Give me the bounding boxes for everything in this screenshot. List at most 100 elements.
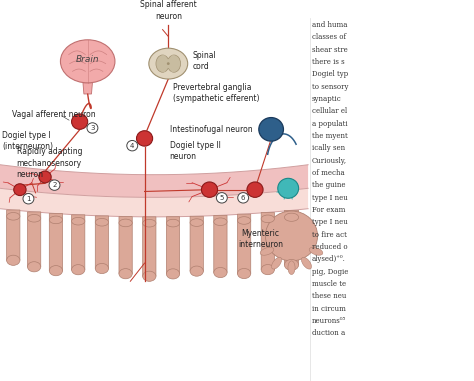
- Ellipse shape: [214, 267, 227, 278]
- Text: alysed)⁺⁰.: alysed)⁺⁰.: [312, 255, 346, 263]
- Text: these neu: these neu: [312, 292, 346, 300]
- Ellipse shape: [95, 263, 109, 274]
- Text: neurons⁰⁵: neurons⁰⁵: [312, 317, 346, 325]
- Ellipse shape: [119, 269, 132, 279]
- Circle shape: [278, 178, 299, 198]
- Circle shape: [265, 211, 318, 261]
- Text: of mecha: of mecha: [312, 169, 345, 177]
- Ellipse shape: [237, 269, 251, 279]
- Ellipse shape: [214, 218, 227, 226]
- Ellipse shape: [158, 65, 165, 72]
- Ellipse shape: [190, 266, 203, 276]
- FancyBboxPatch shape: [27, 212, 41, 267]
- Text: Myenteric
interneuron: Myenteric interneuron: [238, 229, 283, 249]
- Ellipse shape: [301, 257, 311, 269]
- Text: 5: 5: [219, 195, 224, 201]
- Text: Spinal afferent
neuron: Spinal afferent neuron: [140, 0, 197, 21]
- Ellipse shape: [260, 247, 274, 255]
- Ellipse shape: [284, 213, 299, 221]
- Text: Rapidly adapting
mechanosensory
neuron: Rapidly adapting mechanosensory neuron: [17, 147, 82, 179]
- Text: Dogiel type I
(interneuron): Dogiel type I (interneuron): [2, 131, 54, 151]
- Text: 6: 6: [241, 195, 246, 201]
- Ellipse shape: [166, 269, 180, 279]
- Circle shape: [259, 118, 283, 141]
- Circle shape: [127, 141, 137, 151]
- FancyBboxPatch shape: [72, 215, 85, 270]
- Ellipse shape: [166, 219, 180, 227]
- FancyBboxPatch shape: [190, 216, 203, 271]
- Ellipse shape: [288, 261, 295, 274]
- Text: shear stre: shear stre: [312, 46, 347, 54]
- Text: ically sen: ically sen: [312, 144, 345, 152]
- Circle shape: [167, 62, 170, 65]
- Text: Curiously,: Curiously,: [312, 157, 347, 165]
- Text: the guine: the guine: [312, 181, 346, 189]
- Text: Brain: Brain: [76, 54, 100, 64]
- FancyBboxPatch shape: [166, 217, 180, 274]
- Ellipse shape: [7, 255, 20, 266]
- Polygon shape: [0, 165, 308, 197]
- FancyBboxPatch shape: [261, 213, 274, 270]
- Text: type I neu: type I neu: [312, 194, 347, 202]
- Text: a populati: a populati: [312, 120, 347, 128]
- Text: Dogiel typ: Dogiel typ: [312, 70, 348, 78]
- Ellipse shape: [119, 219, 132, 227]
- Circle shape: [87, 123, 98, 133]
- Ellipse shape: [49, 216, 63, 224]
- Text: Dogiel type II
neuron: Dogiel type II neuron: [170, 141, 220, 161]
- Text: classes of: classes of: [312, 34, 346, 42]
- Ellipse shape: [158, 55, 165, 62]
- Ellipse shape: [61, 40, 115, 83]
- Ellipse shape: [171, 55, 178, 62]
- Circle shape: [39, 171, 51, 183]
- Circle shape: [49, 180, 60, 190]
- Ellipse shape: [72, 265, 85, 275]
- Ellipse shape: [156, 55, 169, 72]
- Text: there is s: there is s: [312, 58, 345, 66]
- Ellipse shape: [261, 215, 274, 223]
- Ellipse shape: [7, 213, 20, 220]
- Circle shape: [72, 114, 88, 130]
- Text: 2: 2: [52, 182, 57, 188]
- Text: muscle te: muscle te: [312, 280, 346, 288]
- Ellipse shape: [95, 218, 109, 226]
- Ellipse shape: [143, 219, 156, 227]
- FancyBboxPatch shape: [237, 214, 251, 274]
- FancyBboxPatch shape: [7, 210, 20, 260]
- Ellipse shape: [27, 215, 41, 222]
- Polygon shape: [83, 83, 92, 94]
- Text: 1: 1: [26, 196, 31, 202]
- Circle shape: [238, 193, 248, 203]
- Ellipse shape: [167, 55, 181, 72]
- Circle shape: [137, 131, 153, 146]
- Ellipse shape: [237, 217, 251, 224]
- Text: Vagal afferent neuron: Vagal afferent neuron: [12, 110, 95, 119]
- Circle shape: [23, 194, 34, 204]
- FancyBboxPatch shape: [143, 217, 156, 276]
- Text: cellular el: cellular el: [312, 107, 347, 115]
- Circle shape: [216, 193, 228, 203]
- Ellipse shape: [72, 218, 85, 225]
- FancyBboxPatch shape: [119, 216, 132, 274]
- Text: duction a: duction a: [312, 330, 345, 338]
- Text: the myent: the myent: [312, 132, 347, 140]
- FancyBboxPatch shape: [284, 210, 299, 265]
- Text: type I neu: type I neu: [312, 218, 347, 226]
- Text: Spinal
cord: Spinal cord: [193, 51, 217, 71]
- Ellipse shape: [284, 259, 299, 270]
- Ellipse shape: [171, 65, 178, 72]
- Ellipse shape: [149, 48, 188, 79]
- FancyBboxPatch shape: [95, 216, 109, 269]
- Circle shape: [14, 184, 26, 195]
- Ellipse shape: [49, 266, 63, 276]
- Ellipse shape: [272, 257, 282, 269]
- Text: Prevertebral ganglia
(sympathetic efferent): Prevertebral ganglia (sympathetic effere…: [173, 83, 259, 103]
- Ellipse shape: [164, 59, 173, 68]
- Polygon shape: [0, 188, 308, 217]
- Text: to fire act: to fire act: [312, 231, 347, 239]
- Ellipse shape: [143, 271, 156, 281]
- Circle shape: [201, 182, 218, 197]
- Text: reduced o: reduced o: [312, 243, 347, 251]
- Ellipse shape: [190, 219, 203, 226]
- Ellipse shape: [27, 262, 41, 272]
